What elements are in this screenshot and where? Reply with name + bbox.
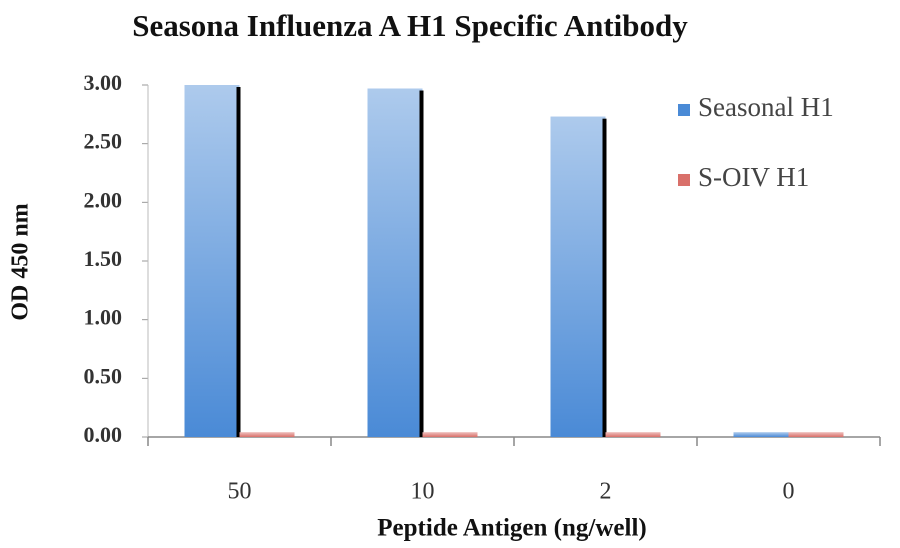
y-tick-label: 3.00 [84,70,123,95]
x-tick-label: 2 [600,479,612,505]
x-tick-label: 50 [228,479,252,505]
bar-shade [733,432,789,437]
legend-swatch [678,104,690,116]
x-axis-label: Peptide Antigen (ng/well) [377,515,646,542]
bar-edge [419,90,424,438]
bar-edge [236,87,241,437]
bar-shade [550,116,606,438]
y-tick-label: 2.00 [84,187,123,212]
bar-shade [788,432,844,437]
y-tick-label: 1.00 [84,305,123,330]
chart-title: Seasona Influenza A H1 Specific Antibody [132,8,688,43]
legend-label: S-OIV H1 [698,162,809,192]
legend-swatch [678,174,690,186]
x-tick-label: 0 [783,479,795,505]
bar-edge [602,118,607,438]
bar-shade [239,432,295,437]
x-tick-label: 10 [411,479,435,505]
y-tick-label: 0.50 [84,363,123,388]
y-tick-label: 2.50 [84,129,123,154]
bar-shade [367,88,423,438]
y-tick-label: 0.00 [84,422,123,447]
y-tick-label: 1.50 [84,246,123,271]
bar-shade [605,432,661,437]
bar-shade [184,85,240,437]
bar-shade [422,432,478,437]
legend-label: Seasonal H1 [698,92,834,122]
y-axis-label: OD 450 nm [8,203,34,320]
